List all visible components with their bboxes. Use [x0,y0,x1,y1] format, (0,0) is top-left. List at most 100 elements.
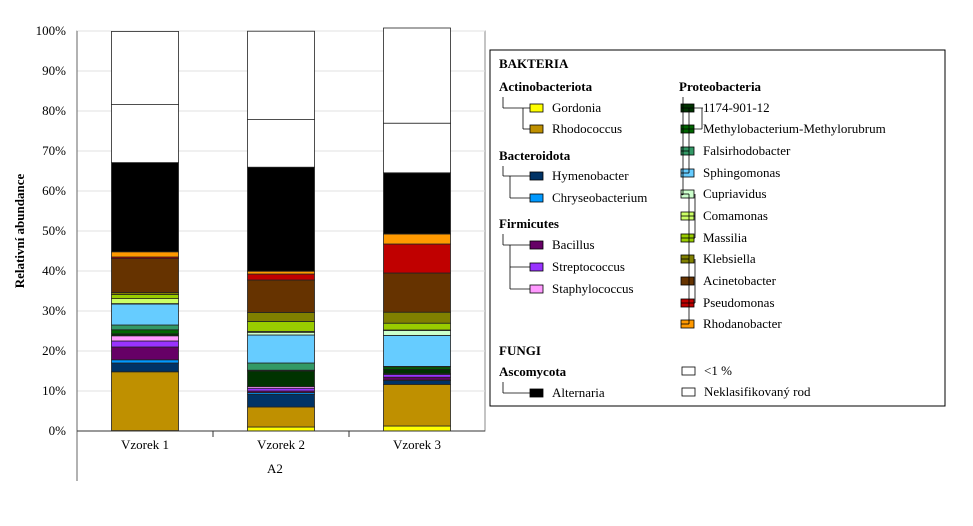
legend-label: Staphylococcus [552,281,634,296]
legend-label: Klebsiella [703,251,756,266]
legend-label: Massilia [703,230,747,245]
bar-segment-rhodanobacter [383,233,451,245]
bar-segment-rhodococcus [383,383,451,427]
bar-segment--1- [111,104,179,163]
legend-phylum-bacteroidota: Bacteroidota [499,148,571,163]
legend-label: Sphingomonas [703,165,780,180]
y-tick-label: 40% [42,263,66,278]
bar-segment-acinetobacter [111,258,179,294]
bar-segment-pseudomonas [247,273,315,281]
legend-swatch [681,387,696,397]
legend-label: Alternaria [552,385,605,400]
legend-label: Hymenobacter [552,168,629,183]
x-tick-label: Vzorek 3 [393,437,441,452]
bar-segment-gordonia [383,425,451,432]
legend-label: Cupriavidus [703,186,767,201]
bar-segment-neklasifikovan-rod [247,30,315,121]
legend-swatch [529,193,544,203]
bar-segment-streptococcus [247,387,315,392]
bar-segment-chryseobacterium [111,359,179,364]
x-tick-label: Vzorek 1 [121,437,169,452]
bar-segment-streptococcus [111,340,179,348]
legend-label: Pseudomonas [703,295,775,310]
legend-label: Rhodanobacter [703,316,782,331]
legend-swatch [681,366,696,376]
legend-swatch [529,171,544,181]
legend-swatch [529,388,544,398]
bar-segment--1- [247,119,315,168]
y-tick-label: 10% [42,383,66,398]
y-axis-title: Relativní abundance [12,174,27,289]
bar-segment-acinetobacter [383,272,451,313]
bar-segment-klebsiella [247,311,315,322]
legend-swatch [529,124,544,134]
bar-segment-hymenobacter [383,379,451,385]
legend-swatch [529,103,544,113]
y-tick-label: 100% [36,23,67,38]
legend-label: Gordonia [552,100,601,115]
legend-swatch [680,276,695,286]
bar-segment-rhodococcus [111,371,179,431]
bar-segment--1- [383,122,451,174]
bar-segment-alternaria [111,162,179,253]
bar-segment-1174-901-12 [247,370,315,388]
bar-segment-streptococcus [383,373,451,378]
legend-box [489,49,946,407]
bar-segment-sphingomonas [247,334,315,364]
legend-label: Neklasifikovaný rod [704,384,811,399]
bar-segment-methylobacterium-methylorubrum [111,329,179,335]
y-tick-label: 80% [42,103,66,118]
bar-segment-sphingomonas [383,334,451,367]
y-tick-label: 30% [42,303,66,318]
y-tick-label: 70% [42,143,66,158]
legend-label: Acinetobacter [703,273,777,288]
bar-segment-hymenobacter [111,362,179,373]
y-tick-label: 0% [49,423,67,438]
legend-phylum-firmicutes: Firmicutes [499,216,559,231]
bar-segment-falsirhodobacter [111,324,179,331]
legend-label: Streptococcus [552,259,625,274]
bar-segment-pseudomonas [383,243,451,274]
x-axis-title: A2 [267,461,283,476]
y-tick-label: 90% [42,63,66,78]
bars [111,27,451,432]
bar-segment-massilia [111,294,179,300]
bar-segment-neklasifikovan-rod [383,27,451,124]
bar-segment-gordonia [247,426,315,432]
legend-swatch [529,262,544,272]
bar-segment-1174-901-12 [383,368,451,375]
bar-segment-klebsiella [383,311,451,324]
legend-swatch [529,284,544,294]
bar-segment-acinetobacter [247,279,315,313]
legend-label: Chryseobacterium [552,190,647,205]
y-tick-label: 60% [42,183,66,198]
bar-segment-comamonas [111,298,179,305]
x-tick-label: Vzorek 2 [257,437,305,452]
legend-label: Rhodococcus [552,121,622,136]
legend-label: 1174-901-12 [703,100,770,115]
legend-phylum-ascomycota: Ascomycota [499,364,567,379]
bar-segment-neklasifikovan-rod [111,30,179,105]
legend: BAKTERIA Actinobacteriota Bacteroidota F… [489,49,946,407]
bar-segment-alternaria [383,172,451,235]
legend-kingdom-bacteria: BAKTERIA [499,56,569,71]
bar-segment-rhodanobacter [111,251,179,258]
legend-phylum-actinobacteriota: Actinobacteriota [499,79,593,94]
y-tick-label: 20% [42,343,66,358]
bar-segment-rhodococcus [247,406,315,428]
bar-segment-massilia [247,320,315,332]
bar-segment-massilia [383,322,451,331]
legend-label: Methylobacterium-Methylorubrum [703,121,886,136]
legend-label: Falsirhodobacter [703,143,791,158]
legend-kingdom-fungi: FUNGI [499,343,541,358]
bar-segment-hymenobacter [247,393,315,408]
legend-swatch [529,240,544,250]
bar-segment-staphylococcus [111,335,179,342]
bar-segment-bacillus [111,346,179,361]
y-tick-label: 50% [42,223,66,238]
axes: 0% 10% 20% 30% 40% 50% 60% 70% 80% 90% 100% Vzorek … [36,23,485,481]
bar-segment-rhodanobacter [247,270,315,275]
bar-segment-cupriavidus [383,329,451,336]
legend-phylum-proteobacteria: Proteobacteria [679,79,762,94]
